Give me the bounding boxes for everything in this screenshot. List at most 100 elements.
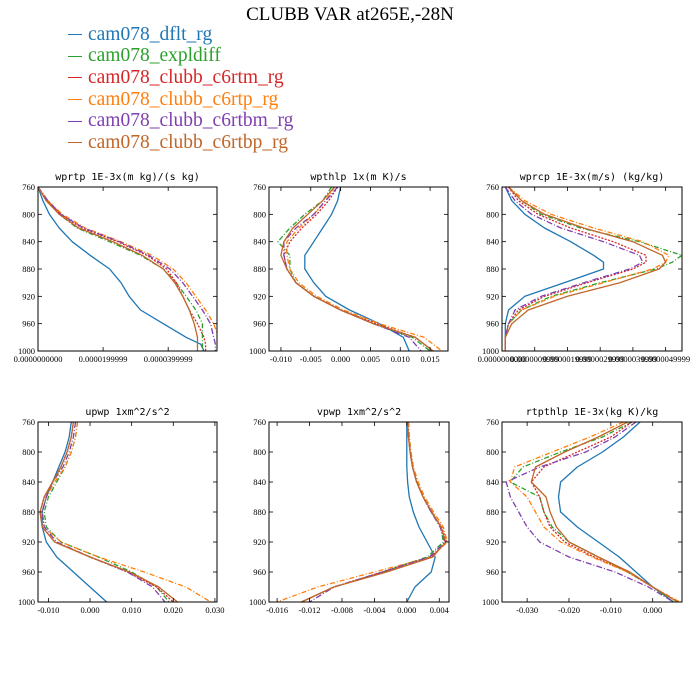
y-tick-label: 880 xyxy=(253,507,266,517)
x-tick-label: 0.0000029999 xyxy=(576,354,625,364)
y-tick-label: 880 xyxy=(22,507,35,517)
legend-label: cam078_clubb_c6rtp_rg xyxy=(88,88,279,110)
series-line xyxy=(39,422,178,602)
series-line xyxy=(41,422,108,602)
x-tick-label: 0.010 xyxy=(391,354,410,364)
x-tick-label: 0.005 xyxy=(361,354,380,364)
legend: cam078_dflt_rg cam078_expldiff cam078_club… xyxy=(68,24,293,154)
y-tick-label: 920 xyxy=(253,537,266,547)
series-line xyxy=(304,187,410,351)
x-tick-label: -0.010 xyxy=(600,605,622,615)
chart-panel: vpwp 1xm^2/s^27608008408809209601000-0.0… xyxy=(249,407,450,615)
y-tick-label: 880 xyxy=(486,264,499,274)
legend-entry: cam078_clubb_c6rtbm_rg xyxy=(68,110,293,132)
x-tick-label: 0.0000039999 xyxy=(608,354,657,364)
y-tick-label: 920 xyxy=(253,291,266,301)
y-tick-label: 760 xyxy=(22,182,35,192)
figure-title: CLUBB VAR at265E,-28N xyxy=(246,4,454,25)
y-tick-label: 800 xyxy=(22,209,35,219)
legend-label: cam078_expldiff xyxy=(88,45,221,67)
plot-frame xyxy=(501,421,683,603)
y-tick-label: 960 xyxy=(486,319,499,329)
y-tick-label: 840 xyxy=(22,477,35,487)
panel-title: vpwp 1xm^2/s^2 xyxy=(317,407,401,418)
series-line xyxy=(38,187,204,351)
series-line xyxy=(38,187,207,351)
y-tick-label: 1000 xyxy=(18,346,35,356)
series-line xyxy=(277,187,431,351)
y-tick-label: 760 xyxy=(253,417,266,427)
legend-swatch xyxy=(68,120,82,122)
x-tick-label: 0.030 xyxy=(205,605,224,615)
legend-swatch xyxy=(68,55,82,57)
series-line xyxy=(283,187,434,351)
x-tick-label: 0.000 xyxy=(80,605,99,615)
legend-swatch xyxy=(68,34,82,36)
x-tick-label: -0.010 xyxy=(37,605,59,615)
y-tick-label: 800 xyxy=(486,447,499,457)
y-tick-label: 760 xyxy=(486,417,499,427)
legend-label: cam078_clubb_c6rtm_rg xyxy=(88,66,284,88)
panel-title: wprcp 1E-3x(m/s) (kg/kg) xyxy=(520,172,665,183)
legend-label: cam078_dflt_rg xyxy=(88,23,213,45)
x-tick-label: 0.0000000000 xyxy=(14,354,63,364)
x-tick-label: 0.000 xyxy=(643,605,662,615)
y-tick-label: 880 xyxy=(253,264,266,274)
panel-title: wprtp 1E-3x(m kg)/(s kg) xyxy=(55,172,200,183)
series-line xyxy=(41,422,212,602)
panel-title: rtpthlp 1E-3x(kg K)/kg xyxy=(526,407,658,418)
series-line xyxy=(530,422,679,602)
y-tick-label: 1000 xyxy=(482,346,499,356)
legend-entry: cam078_clubb_c6rtp_rg xyxy=(68,89,293,111)
x-tick-label: -0.005 xyxy=(300,354,322,364)
y-tick-label: 880 xyxy=(486,507,499,517)
series-line xyxy=(39,422,174,602)
plot-frame xyxy=(268,421,450,603)
series-line xyxy=(38,187,199,351)
series-line xyxy=(504,187,647,351)
series-line xyxy=(509,422,674,602)
chart-panel: wpthlp 1x(m K)/s 760 800 840 880 920 960 1000 -0… xyxy=(249,172,449,364)
y-tick-label: 960 xyxy=(253,319,266,329)
legend-entry: cam078_dflt_rg xyxy=(68,24,293,46)
series-line xyxy=(406,422,436,602)
series-line xyxy=(280,187,434,351)
series-line xyxy=(530,422,679,602)
panel-title: wpthlp 1x(m K)/s xyxy=(310,172,406,183)
series-line xyxy=(504,187,667,351)
x-tick-label: 0.004 xyxy=(430,605,450,615)
x-tick-label: -0.016 xyxy=(266,605,288,615)
y-tick-label: 960 xyxy=(22,567,35,577)
y-tick-label: 760 xyxy=(253,182,266,192)
x-tick-label: 0.020 xyxy=(164,605,183,615)
legend-swatch xyxy=(68,99,82,101)
y-tick-label: 920 xyxy=(486,537,499,547)
series-line xyxy=(557,422,674,602)
legend-entry: cam078_expldiff xyxy=(68,45,293,68)
series-line xyxy=(509,422,681,602)
y-tick-label: 800 xyxy=(22,447,35,457)
x-tick-label: -0.004 xyxy=(363,605,386,615)
y-tick-label: 1000 xyxy=(482,597,499,607)
y-tick-label: 760 xyxy=(22,417,35,427)
x-tick-label: -0.012 xyxy=(299,605,321,615)
y-tick-label: 1000 xyxy=(249,346,266,356)
series-line xyxy=(504,187,605,351)
legend-label: cam078_clubb_c6rtbm_rg xyxy=(88,110,294,132)
y-tick-label: 920 xyxy=(22,537,35,547)
x-tick-label: 0.015 xyxy=(421,354,440,364)
x-tick-label: -0.030 xyxy=(516,605,538,615)
y-tick-label: 800 xyxy=(253,209,266,219)
y-tick-label: 960 xyxy=(486,567,499,577)
series-line xyxy=(38,187,217,351)
x-tick-label: 0.000 xyxy=(397,605,416,615)
y-tick-label: 840 xyxy=(486,237,499,247)
x-tick-label: -0.010 xyxy=(270,354,292,364)
y-tick-label: 920 xyxy=(486,291,499,301)
chart-panel: rtpthlp 1E-3x(kg K)/kg 760 800 840 880 920 960… xyxy=(482,407,683,615)
x-tick-label: 0.0000000000 xyxy=(478,354,527,364)
plot-frame xyxy=(268,186,449,352)
y-tick-label: 1000 xyxy=(249,597,266,607)
series-line xyxy=(504,187,670,351)
